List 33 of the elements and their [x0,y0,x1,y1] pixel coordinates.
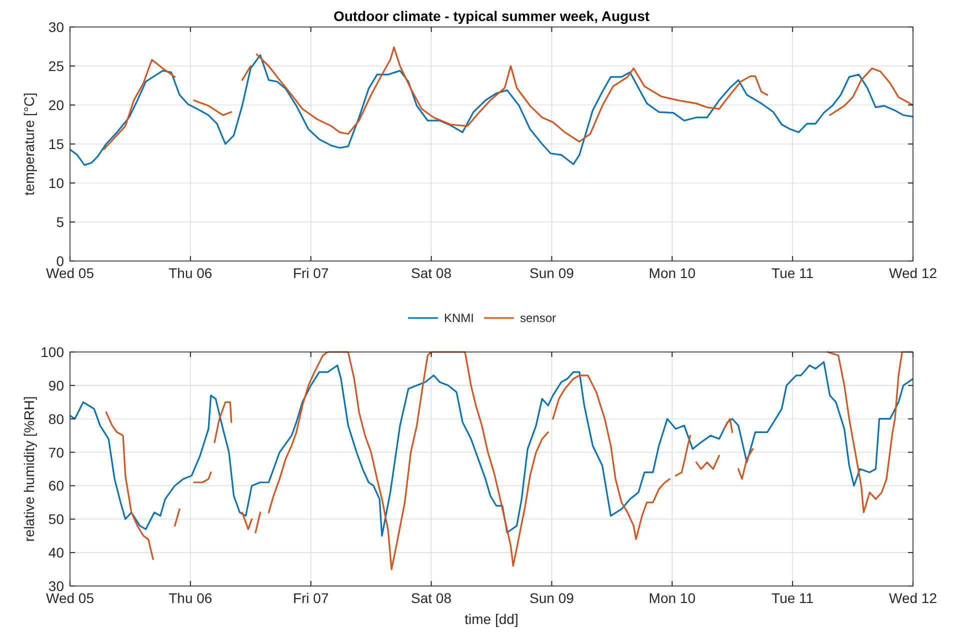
x-tick-label: Sat 08 [411,265,452,281]
y-tick-label: 25 [48,58,64,74]
y-axis-title: relative humidity [%RH] [21,396,37,542]
x-tick-label: Fri 07 [292,590,329,606]
x-tick-label: Fri 07 [292,265,329,281]
legend-label: KNMI [444,311,474,325]
x-tick-label: Mon 10 [648,265,696,281]
x-tick-label: Tue 11 [772,265,814,281]
chart-title: Outdoor climate - typical summer week, August [333,8,650,24]
x-tick-label: Thu 06 [168,265,212,281]
x-tick-label: Thu 06 [168,590,212,606]
x-axis-title: time [dd] [464,611,518,627]
y-tick-label: 30 [48,19,64,35]
x-tick-label: Tue 11 [772,590,814,606]
y-tick-label: 10 [48,175,64,191]
y-tick-label: 20 [48,97,64,113]
y-tick-label: 40 [48,544,64,561]
y-tick-label: 15 [48,136,64,152]
y-axis-title: temperature [°C] [21,92,37,196]
x-tick-label: Wed 12 [889,265,938,281]
y-tick-label: 80 [48,410,64,427]
y-tick-label: 50 [48,511,64,528]
y-tick-label: 60 [48,478,64,494]
y-tick-label: 90 [48,377,64,394]
x-tick-label: Mon 10 [648,590,696,606]
legend-label: sensor [520,311,556,325]
y-tick-label: 70 [48,444,64,460]
x-tick-label: Sat 08 [411,590,452,606]
y-tick-label: 100 [40,344,64,360]
x-tick-label: Sun 09 [530,265,574,281]
x-tick-label: Sun 09 [530,590,574,606]
x-tick-label: Wed 12 [889,590,938,606]
y-tick-label: 5 [56,214,64,230]
